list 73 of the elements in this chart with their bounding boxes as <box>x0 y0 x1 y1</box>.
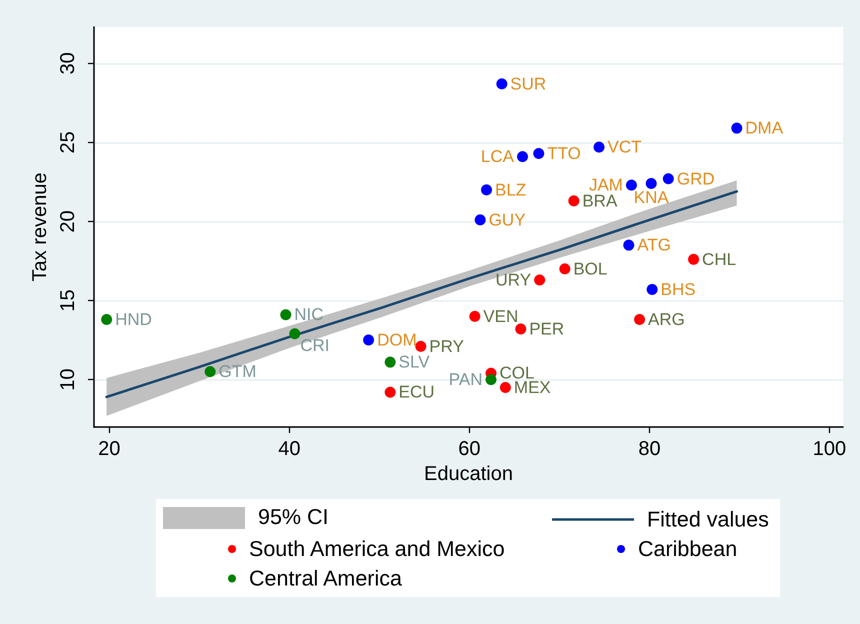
data-label: ARG <box>648 310 685 329</box>
point <box>626 180 637 191</box>
y-axis-title: Tax revenue <box>29 172 52 282</box>
legend-label: Fitted values <box>647 508 769 532</box>
point <box>469 310 480 322</box>
x-tick-label: 60 <box>458 438 481 460</box>
point <box>474 214 486 226</box>
legend-label: South America and Mexico <box>249 537 505 561</box>
point <box>688 254 700 265</box>
data-label: URY <box>496 270 532 290</box>
point <box>289 328 300 340</box>
y-tick-label: 20 <box>57 210 79 233</box>
data-label: BLZ <box>495 180 526 200</box>
data-label: VCT <box>608 138 642 157</box>
data-label: SLV <box>398 352 430 372</box>
data-label: TTO <box>547 144 581 163</box>
data-label: ECU <box>398 382 435 402</box>
y-tick-label: 15 <box>57 289 79 312</box>
data-label: DMA <box>745 118 784 138</box>
point <box>568 195 580 206</box>
text: 95% CI <box>258 505 329 530</box>
point <box>634 314 646 325</box>
data-label: VEN <box>483 306 518 326</box>
point <box>623 240 634 251</box>
y-tick-label: 25 <box>57 131 79 154</box>
point <box>486 374 497 386</box>
data-label: GRD <box>676 169 715 188</box>
point <box>496 78 508 90</box>
data-label: BHS <box>660 280 696 299</box>
point <box>534 274 546 286</box>
x-tick-label: 80 <box>638 438 661 460</box>
data-label: KNA <box>634 188 670 208</box>
point <box>384 386 396 398</box>
data-label: DOM <box>377 330 417 350</box>
point <box>500 382 511 393</box>
data-label: PRY <box>429 336 464 356</box>
data-label: HND <box>115 310 152 329</box>
data-label: CRI <box>300 336 330 356</box>
y-tick-label: 10 <box>57 368 79 391</box>
point <box>415 340 426 352</box>
y-tick-label: 30 <box>57 52 79 74</box>
data-label: SUR <box>510 74 546 94</box>
point <box>662 173 674 184</box>
x-tick-label: 40 <box>278 438 300 460</box>
point <box>646 284 658 295</box>
point <box>101 314 112 325</box>
point <box>515 323 526 334</box>
point <box>481 184 492 196</box>
data-label: MEX <box>514 378 551 397</box>
point <box>517 151 528 162</box>
data-label: GUY <box>488 210 526 230</box>
legend-label: Central America <box>249 566 402 590</box>
point <box>280 309 292 320</box>
point <box>384 356 396 368</box>
data-label: ATG <box>637 236 671 255</box>
x-axis-title: Education <box>424 462 513 485</box>
data-label: NIC <box>294 305 324 324</box>
point <box>204 366 216 378</box>
data-label: PER <box>529 319 564 338</box>
point <box>533 148 544 159</box>
point <box>594 142 605 153</box>
point <box>731 122 742 134</box>
point <box>646 178 657 190</box>
legend-label: Caribbean <box>638 537 738 561</box>
data-label: CHL <box>702 250 736 269</box>
point <box>363 334 374 346</box>
data-label: BOL <box>573 259 608 278</box>
x-tick-label: 20 <box>98 438 120 460</box>
data-label: PAN <box>448 370 483 390</box>
data-label: LCA <box>480 147 515 166</box>
data-label: GTM <box>218 362 256 382</box>
x-tick-label: 100 <box>812 438 846 460</box>
point <box>559 263 570 274</box>
